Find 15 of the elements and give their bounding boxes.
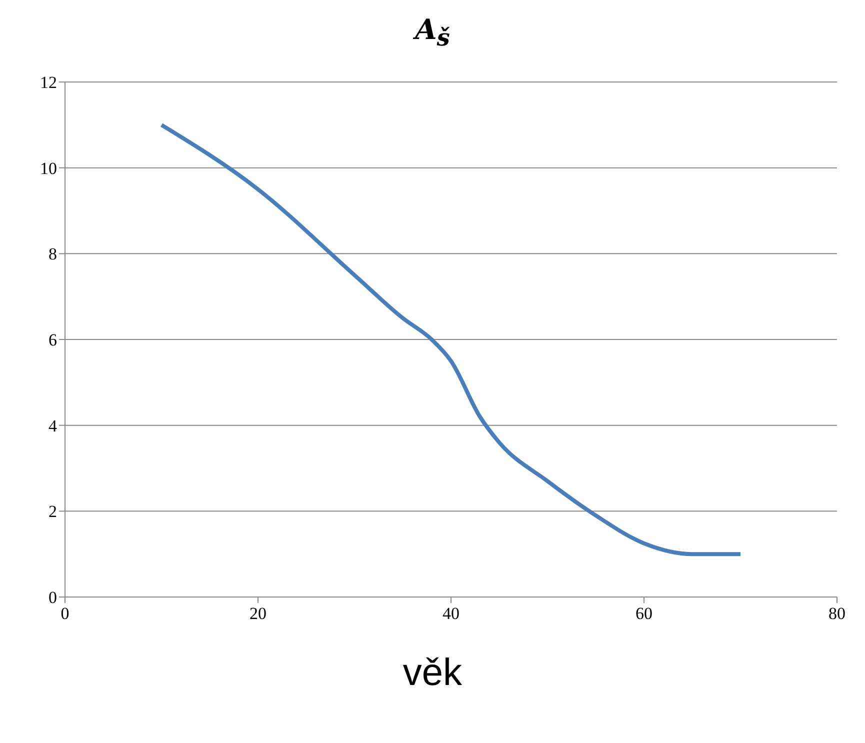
y-tick-label: 10 <box>40 158 57 178</box>
x-tick-label: 40 <box>442 604 460 624</box>
y-tick-label: 8 <box>48 244 57 264</box>
x-tick-label: 0 <box>60 604 70 624</box>
x-tick-label: 80 <box>828 604 846 624</box>
x-tick-label: 20 <box>250 604 266 624</box>
x-tick-label: 60 <box>636 604 652 624</box>
chart-title: A$_{š}$ <box>412 12 451 52</box>
y-tick-label: 2 <box>48 502 57 522</box>
y-tick-label: 4 <box>48 416 58 436</box>
y-tick-label: 12 <box>40 73 57 92</box>
y-tick-label: 0 <box>48 588 57 608</box>
y-tick-label: 6 <box>48 330 57 350</box>
line-series <box>160 122 742 556</box>
x-axis-title: věk <box>402 652 464 695</box>
